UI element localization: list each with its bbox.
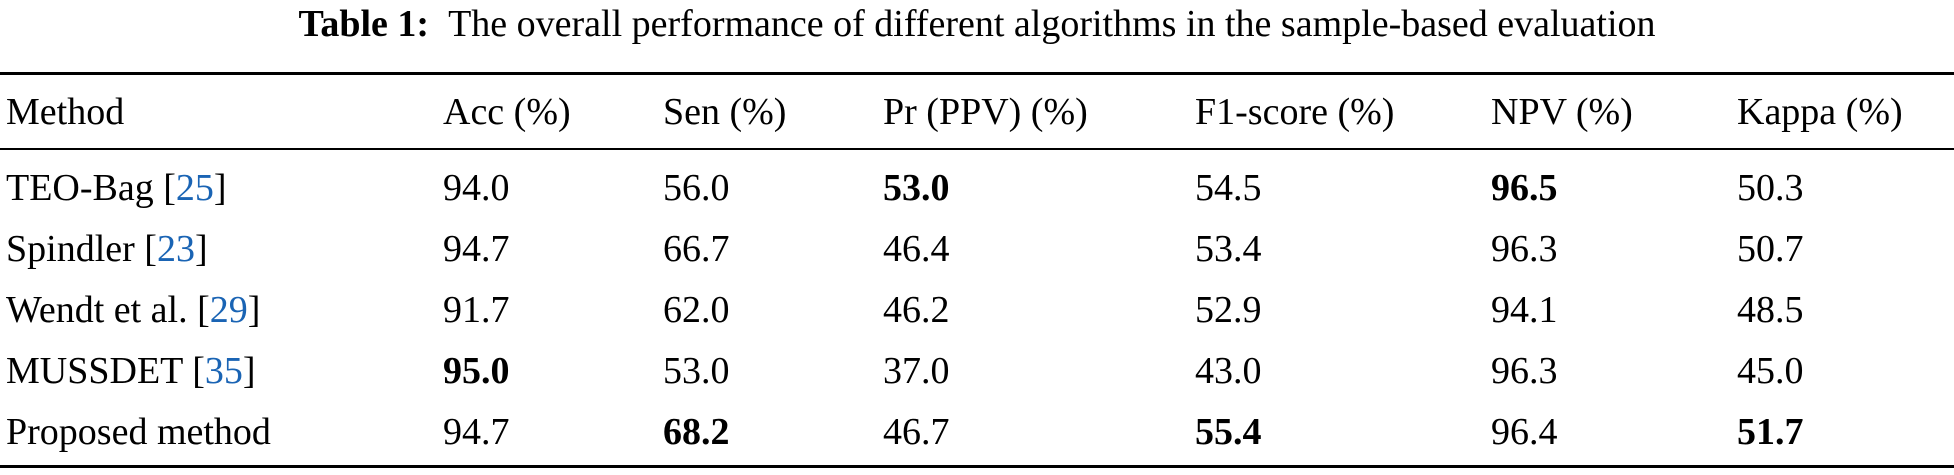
header-npv: NPV (%) [1491, 91, 1633, 133]
f1-value: 52.9 [1195, 289, 1262, 331]
method-cell: Spindler [23] [6, 228, 208, 270]
method-name: Spindler [6, 228, 135, 270]
npv-value: 96.5 [1491, 167, 1558, 209]
sen-value: 68.2 [663, 411, 730, 453]
acc-value: 94.0 [443, 167, 510, 209]
method-name: MUSSDET [6, 350, 183, 392]
npv-value: 96.4 [1491, 411, 1558, 453]
kappa-value: 45.0 [1737, 350, 1804, 392]
acc-value: 94.7 [443, 411, 510, 453]
method-name: Wendt et al. [6, 289, 188, 331]
f1-value: 43.0 [1195, 350, 1262, 392]
caption-text: The overall performance of different alg… [448, 3, 1656, 45]
method-cell: MUSSDET [35] [6, 350, 256, 392]
bottom-rule [0, 465, 1954, 468]
caption-label: Table 1: [298, 3, 430, 45]
f1-value: 55.4 [1195, 411, 1262, 453]
sen-value: 62.0 [663, 289, 730, 331]
table-row: MUSSDET [35] 95.0 53.0 37.0 43.0 96.3 45.0 [0, 341, 1954, 401]
citation-link[interactable]: 23 [156, 228, 195, 270]
acc-value: 94.7 [443, 228, 510, 270]
sen-value: 66.7 [663, 228, 730, 270]
f1-value: 53.4 [1195, 228, 1262, 270]
table-row: Spindler [23] 94.7 66.7 46.4 53.4 96.3 50.7 [0, 219, 1954, 279]
pr-value: 37.0 [883, 350, 950, 392]
method-name: TEO-Bag [6, 167, 154, 209]
table-row: Proposed method 94.7 68.2 46.7 55.4 96.4 51.7 [0, 402, 1954, 462]
method-cell: Wendt et al. [29] [6, 289, 261, 331]
method-name: Proposed method [6, 411, 271, 453]
pr-value: 46.7 [883, 411, 950, 453]
header-sen: Sen (%) [663, 91, 787, 133]
header-f1: F1-score (%) [1195, 91, 1395, 133]
npv-value: 96.3 [1491, 228, 1558, 270]
npv-value: 96.3 [1491, 350, 1558, 392]
header-acc: Acc (%) [443, 91, 571, 133]
table-row: Wendt et al. [29] 91.7 62.0 46.2 52.9 94.1 48.… [0, 280, 1954, 340]
header-rule [0, 148, 1954, 150]
method-cell: Proposed method [6, 402, 271, 462]
npv-value: 94.1 [1491, 289, 1558, 331]
acc-value: 95.0 [443, 350, 510, 392]
kappa-value: 50.7 [1737, 228, 1804, 270]
citation-link[interactable]: 29 [209, 289, 248, 331]
kappa-value: 50.3 [1737, 167, 1804, 209]
citation-link[interactable]: 35 [204, 350, 243, 392]
pr-value: 53.0 [883, 167, 950, 209]
pr-value: 46.4 [883, 228, 950, 270]
top-rule [0, 72, 1954, 75]
kappa-value: 51.7 [1737, 411, 1804, 453]
sen-value: 56.0 [663, 167, 730, 209]
sen-value: 53.0 [663, 350, 730, 392]
method-cell: TEO-Bag [25] [6, 167, 227, 209]
pr-value: 46.2 [883, 289, 950, 331]
header-kappa: Kappa (%) [1737, 91, 1903, 133]
citation-link[interactable]: 25 [175, 167, 214, 209]
table-header-row: Method Acc (%) Sen (%) Pr (PPV) (%) F1-s… [0, 82, 1954, 142]
acc-value: 91.7 [443, 289, 510, 331]
header-pr: Pr (PPV) (%) [883, 91, 1088, 133]
table-row: TEO-Bag [25] 94.0 56.0 53.0 54.5 96.5 50.3 [0, 158, 1954, 218]
f1-value: 54.5 [1195, 167, 1262, 209]
table-caption: Table 1: The overall performance of diff… [0, 0, 1954, 56]
kappa-value: 48.5 [1737, 289, 1804, 331]
header-method: Method [6, 91, 125, 133]
